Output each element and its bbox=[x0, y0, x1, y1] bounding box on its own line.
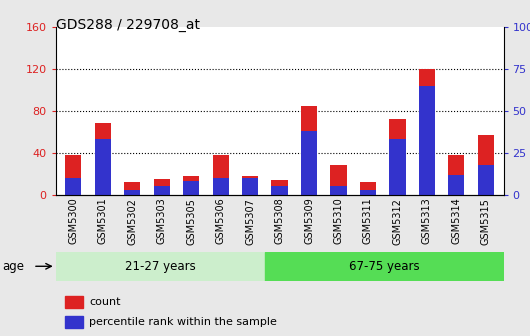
Bar bbox=[271, 180, 288, 195]
Bar bbox=[360, 190, 376, 195]
Text: percentile rank within the sample: percentile rank within the sample bbox=[89, 317, 277, 327]
Text: 21-27 years: 21-27 years bbox=[125, 260, 196, 273]
Bar bbox=[419, 69, 435, 195]
Bar bbox=[390, 119, 405, 195]
Bar bbox=[265, 252, 504, 281]
Text: GDS288 / 229708_at: GDS288 / 229708_at bbox=[56, 18, 200, 33]
Bar bbox=[65, 155, 82, 195]
Bar bbox=[56, 252, 265, 281]
Bar bbox=[213, 178, 229, 195]
Bar bbox=[95, 139, 111, 195]
Bar bbox=[183, 176, 199, 195]
Bar bbox=[419, 86, 435, 195]
Bar bbox=[183, 181, 199, 195]
Bar bbox=[242, 176, 258, 195]
Text: 67-75 years: 67-75 years bbox=[349, 260, 419, 273]
Bar bbox=[154, 186, 170, 195]
Bar bbox=[478, 165, 494, 195]
Text: age: age bbox=[3, 260, 25, 273]
Bar bbox=[301, 131, 317, 195]
Bar bbox=[448, 175, 464, 195]
Bar bbox=[65, 178, 82, 195]
Bar bbox=[124, 182, 140, 195]
Bar bbox=[478, 135, 494, 195]
Bar bbox=[360, 182, 376, 195]
Bar bbox=[330, 166, 347, 195]
Bar bbox=[330, 186, 347, 195]
Bar bbox=[65, 316, 83, 329]
Bar bbox=[124, 190, 140, 195]
Bar bbox=[95, 124, 111, 195]
Bar bbox=[213, 155, 229, 195]
Bar bbox=[271, 186, 288, 195]
Bar bbox=[301, 106, 317, 195]
Bar bbox=[65, 296, 83, 308]
Text: count: count bbox=[89, 297, 121, 307]
Bar bbox=[154, 179, 170, 195]
Bar bbox=[242, 178, 258, 195]
Bar bbox=[448, 155, 464, 195]
Bar bbox=[390, 139, 405, 195]
